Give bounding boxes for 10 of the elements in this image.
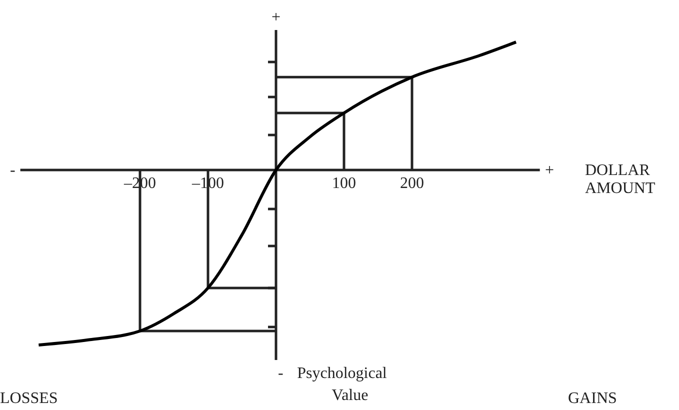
text: -: [10, 162, 16, 179]
x-tick-label: 100: [332, 175, 356, 192]
text: +: [271, 9, 281, 26]
text: -: [278, 365, 284, 382]
text: +: [545, 162, 554, 179]
text: Psychological Value: [297, 365, 388, 404]
x-axis-title: DOLLAR AMOUNT: [585, 162, 656, 197]
text: GAINS: [568, 390, 617, 407]
x-tick-label: 200: [400, 175, 424, 192]
text: LOSSES: [0, 390, 58, 407]
